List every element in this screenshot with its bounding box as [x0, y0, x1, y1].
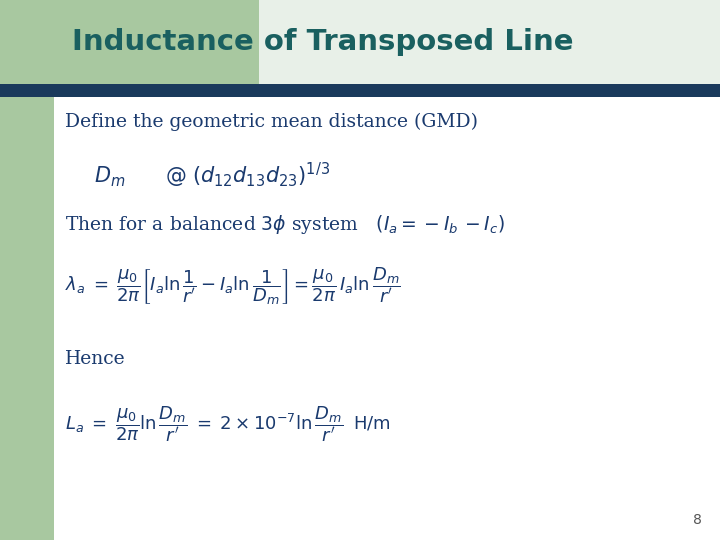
FancyBboxPatch shape [259, 0, 720, 84]
Text: $D_m \qquad @\;(d_{12}d_{13}d_{23})^{1/3}$: $D_m \qquad @\;(d_{12}d_{13}d_{23})^{1/3… [94, 161, 330, 190]
FancyBboxPatch shape [0, 0, 259, 84]
Text: Then for a balanced $3\phi$ system$\quad (I_a = -I_b\,-I_c)$: Then for a balanced $3\phi$ system$\quad… [65, 213, 505, 235]
Text: Define the geometric mean distance (GMD): Define the geometric mean distance (GMD) [65, 112, 478, 131]
Text: Hence: Hence [65, 350, 125, 368]
FancyBboxPatch shape [0, 0, 54, 540]
Text: $L_a \; = \; \dfrac{\mu_0}{2\pi} \ln\dfrac{D_m}{r'} \; = \; 2\times10^{-7}\ln\df: $L_a \; = \; \dfrac{\mu_0}{2\pi} \ln\dfr… [65, 404, 391, 444]
Text: Inductance of Transposed Line: Inductance of Transposed Line [72, 28, 574, 56]
FancyBboxPatch shape [0, 84, 720, 97]
Text: 8: 8 [693, 512, 702, 526]
Text: $\lambda_a \; = \; \dfrac{\mu_0}{2\pi}\left[I_a \ln\dfrac{1}{r'} - I_a \ln\dfrac: $\lambda_a \; = \; \dfrac{\mu_0}{2\pi}\l… [65, 265, 400, 307]
